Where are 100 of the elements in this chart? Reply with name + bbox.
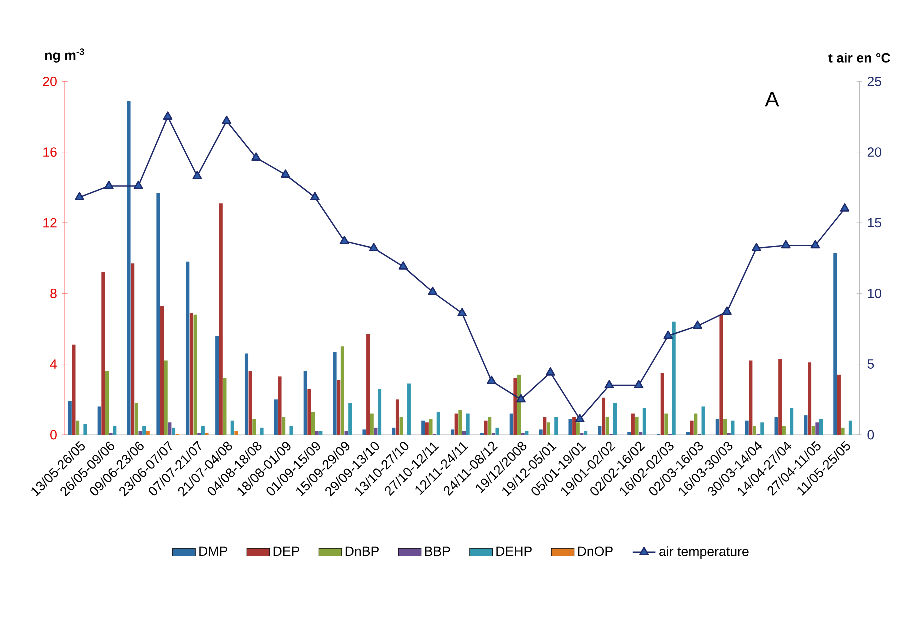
bar bbox=[407, 384, 411, 435]
bar bbox=[752, 426, 757, 435]
bar bbox=[186, 262, 190, 435]
point bbox=[134, 180, 144, 190]
bar bbox=[458, 410, 462, 435]
bar bbox=[572, 417, 576, 435]
bar bbox=[138, 431, 142, 435]
bar bbox=[598, 426, 602, 435]
y2-tick-label: 20 bbox=[868, 148, 882, 158]
y-tick-label: 12 bbox=[44, 218, 57, 228]
point bbox=[75, 192, 84, 201]
bar bbox=[790, 408, 794, 435]
bar bbox=[362, 430, 366, 435]
bar bbox=[694, 414, 698, 435]
bar bbox=[834, 253, 838, 435]
bar bbox=[113, 426, 117, 435]
bar bbox=[172, 428, 176, 435]
bar bbox=[248, 371, 252, 435]
bar bbox=[425, 422, 429, 435]
bar bbox=[72, 344, 76, 435]
point bbox=[192, 171, 202, 180]
bar bbox=[816, 422, 820, 435]
bar bbox=[642, 408, 646, 435]
point bbox=[810, 240, 820, 249]
point bbox=[369, 243, 379, 252]
y2-tick-label: 0 bbox=[868, 430, 874, 440]
bar bbox=[690, 420, 694, 435]
bar bbox=[525, 431, 529, 435]
bar bbox=[260, 428, 264, 435]
bar bbox=[462, 431, 466, 435]
bar bbox=[315, 431, 319, 435]
point bbox=[693, 320, 703, 330]
bar bbox=[510, 414, 514, 435]
bar bbox=[374, 428, 378, 435]
bar bbox=[98, 406, 102, 435]
point bbox=[634, 380, 644, 389]
annotation: A bbox=[765, 92, 780, 107]
bar bbox=[84, 424, 88, 435]
bar bbox=[639, 432, 643, 435]
point bbox=[428, 286, 438, 296]
bar bbox=[105, 371, 110, 435]
y2-axis-title: t air en °C bbox=[828, 53, 890, 63]
bar bbox=[466, 414, 470, 435]
bar bbox=[216, 336, 220, 435]
point bbox=[398, 261, 408, 270]
bar bbox=[160, 306, 164, 435]
bar bbox=[514, 378, 518, 435]
bar bbox=[576, 422, 580, 435]
legend-label: BBP bbox=[425, 546, 450, 556]
bar bbox=[422, 420, 426, 435]
bar bbox=[244, 354, 249, 435]
legend-label: DEHP bbox=[496, 546, 532, 556]
bar bbox=[230, 420, 234, 435]
point bbox=[722, 306, 732, 316]
bar bbox=[429, 419, 433, 435]
bar bbox=[274, 400, 278, 435]
bar bbox=[290, 426, 294, 435]
bar bbox=[312, 412, 316, 435]
bar bbox=[451, 430, 455, 435]
bar bbox=[613, 403, 618, 435]
bar bbox=[568, 419, 572, 435]
point bbox=[516, 394, 526, 403]
bar bbox=[628, 432, 632, 435]
y2-tick-label: 10 bbox=[868, 288, 882, 298]
legend-label: DnBP bbox=[346, 546, 379, 556]
bar bbox=[304, 371, 308, 435]
bar bbox=[68, 401, 72, 435]
bar bbox=[496, 428, 500, 435]
bar bbox=[337, 380, 341, 435]
bar bbox=[190, 313, 194, 435]
y2-tick-label: 15 bbox=[868, 218, 882, 228]
bar bbox=[745, 420, 749, 435]
bar bbox=[392, 428, 396, 435]
bar bbox=[782, 426, 786, 435]
bar bbox=[778, 359, 782, 435]
bar bbox=[774, 417, 778, 435]
bar bbox=[820, 419, 824, 435]
bar bbox=[348, 403, 352, 435]
point bbox=[104, 180, 114, 190]
point bbox=[458, 308, 468, 316]
bar bbox=[308, 389, 312, 435]
bar bbox=[396, 400, 400, 435]
bar bbox=[400, 417, 404, 435]
bar bbox=[584, 431, 588, 435]
bar bbox=[102, 272, 106, 435]
bar bbox=[686, 432, 690, 435]
bar bbox=[539, 430, 543, 435]
bar bbox=[168, 422, 172, 435]
bar bbox=[201, 426, 205, 435]
point bbox=[604, 380, 614, 389]
bar bbox=[252, 419, 256, 435]
bar bbox=[760, 422, 764, 435]
bar bbox=[731, 420, 735, 435]
bar bbox=[436, 412, 440, 435]
point bbox=[575, 414, 585, 422]
bar bbox=[720, 314, 724, 435]
bar bbox=[333, 352, 337, 435]
bar bbox=[378, 389, 382, 435]
y2-tick-label: 25 bbox=[868, 76, 882, 86]
legend-label: DnOP bbox=[578, 546, 613, 556]
